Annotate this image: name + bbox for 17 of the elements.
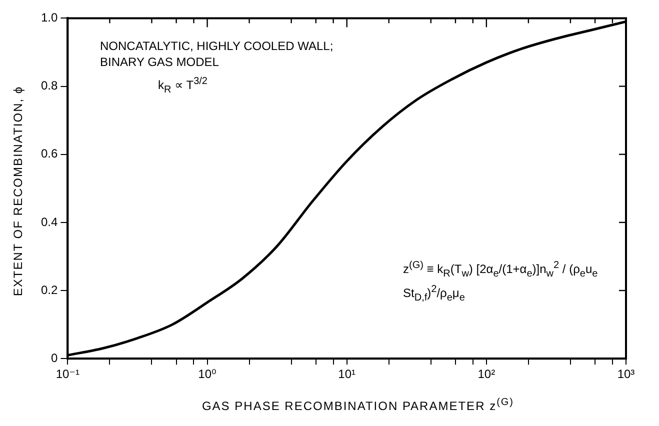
y-axis-title: EXTENT OF RECOMBINATION, ϕ xyxy=(11,85,25,296)
x-tick-label: 10² xyxy=(478,367,496,382)
line-series xyxy=(68,20,626,356)
y-tick-label: 0.6 xyxy=(40,146,58,161)
y-tick-label: 1.0 xyxy=(40,10,58,25)
y-tick-label: 0.4 xyxy=(40,214,58,229)
annotation: k$_{R}$ ∝ T$^{3/2}$ xyxy=(158,75,208,98)
text: z$^{(G)}$ ≡ k$_{R}$(T$_{w}$) [2α$_{e}$/(1+α$_{e}$)]n$_{w}$$^{2}$ / (ρ$_{e}$u$_{e}$ St$_{D,f}$)$^{2}$/ρ$_{e}$μ$_{e}$ xyxy=(403,260,598,304)
y-tick-label: 0.2 xyxy=(40,282,58,297)
x-tick-label: 10⁰ xyxy=(198,367,217,382)
y-tick-label: 0 xyxy=(50,350,58,365)
x-axis-title: GAS PHASE RECOMBINATION PARAMETER z$^{(G)}$ xyxy=(200,397,516,413)
x-tick-label: 10¹ xyxy=(338,367,356,382)
x-tick-label: 10⁻¹ xyxy=(56,367,80,382)
y-tick-label: 0.8 xyxy=(40,78,58,93)
annotation: NONCATALYTIC, HIGHLY COOLED WALL; BINARY GAS MODEL xyxy=(100,38,334,70)
x-tick-label: 10³ xyxy=(617,367,635,382)
